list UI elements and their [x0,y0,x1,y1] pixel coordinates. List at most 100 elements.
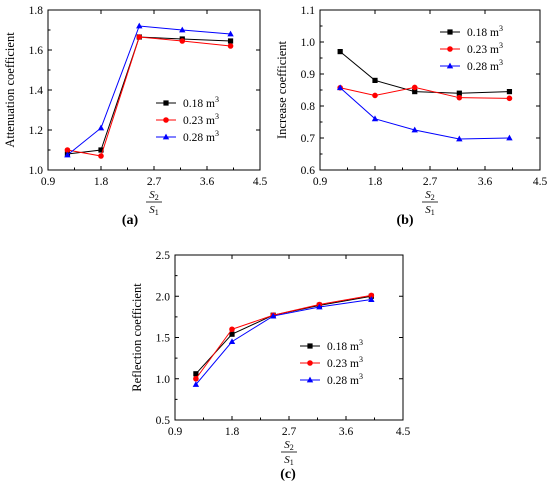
x-tick-label-c-0: 0.9 [168,426,183,438]
data-point-b-1-2 [411,84,418,91]
data-point-a-1-1 [98,153,104,159]
x-tick-label-c-2: 2.7 [282,426,297,438]
legend-label-sup-c-0: 3 [359,338,363,347]
data-point-a-1-4 [227,43,234,49]
y-tick-label-b-2: 0.8 [301,101,316,113]
data-point-b-0-1 [372,77,378,83]
x-axis-label-numerator-c: S2 [284,439,294,452]
legend-label-b-1: 0.23 m3 [467,41,503,56]
x-tick-label-b-4: 4.5 [533,176,548,188]
x-axis-label-denominator-sub-a: 1 [155,208,159,217]
data-point-a-1-2 [136,34,143,40]
x-tick-label-b-2: 2.7 [423,176,438,188]
data-point-a-2-2 [136,22,143,29]
x-tick-label-a-3: 3.6 [200,176,215,188]
x-axis-label-denominator-b: S1 [425,204,435,217]
data-point-b-0-3 [456,90,462,96]
legend-label-sup-c-2: 3 [359,372,363,381]
y-tick-label-b-5: 1.1 [301,5,316,17]
legend-label-b-0: 0.18 m3 [467,24,503,39]
data-point-c-0-1 [229,331,235,337]
legend-marker-a-2 [162,133,170,140]
data-point-b-0-2 [412,89,418,95]
data-point-a-2-4 [227,30,234,37]
x-tick-label-c-4: 4.5 [396,426,411,438]
y-tick-label-a-2: 1.4 [29,85,44,97]
y-tick-label-a-1: 1.2 [29,125,44,137]
y-tick-label-c-2: 1.5 [156,333,171,345]
y-axis-label-a: Attenuation coefficient [3,32,17,148]
x-tick-label-c-1: 1.8 [225,426,240,438]
data-point-c-1-4 [368,292,375,299]
y-axis-label-c: Reflection coefficient [130,283,144,392]
x-axis-label-denominator-sub-b: 1 [431,208,435,217]
chart-b: 0.9 1.8 2.7 3.6 4.5 0.6 0.7 0.8 0.9 1.0 1.1 Increas… [275,5,547,217]
plot-frame-c [174,254,404,421]
y-tick-label-b-3: 0.9 [301,69,316,81]
x-tick-label-b-3: 3.6 [478,176,493,188]
y-axis-label-b: Increase coefficient [275,40,289,138]
x-axis-label-denominator-sub-c: 1 [290,458,294,467]
y-tick-label-a-3: 1.6 [29,45,44,57]
series-line-b-2 [339,87,510,140]
x-axis-label-denominator-c: S1 [284,454,294,467]
y-tick-label-a-4: 1.8 [29,5,44,17]
legend-marker-c-2 [306,376,314,383]
legend-label-b-2: 0.28 m3 [467,58,503,73]
data-point-c-0-0 [193,371,199,377]
data-point-b-1-1 [372,92,378,99]
legend-marker-a-1 [163,117,169,123]
x-axis-label-numerator-a: S2 [149,189,159,202]
x-tick-label-c-3: 3.6 [339,426,354,438]
data-point-b-2-4 [506,134,513,141]
data-point-a-0-1 [98,147,104,153]
data-point-c-2-2 [269,312,277,319]
data-point-c-2-0 [192,381,200,387]
data-point-a-1-3 [179,38,186,44]
data-point-c-1-1 [229,326,235,333]
y-tick-label-b-0: 0.6 [301,165,316,177]
data-point-b-1-3 [456,94,463,101]
data-point-c-2-3 [316,303,323,310]
panel-label-c: (c) [280,467,296,482]
data-point-a-2-0 [64,151,71,158]
legend-marker-c-1 [307,360,313,366]
legend-label-sup-c-1: 3 [359,355,363,364]
x-tick-label-a-0: 0.9 [41,176,56,188]
legend-marker-b-2 [446,62,454,69]
y-tick-label-c-3: 2.0 [156,291,171,303]
y-tick-label-a-0: 1.0 [29,165,44,177]
data-point-c-2-4 [368,296,375,302]
legend-label-c-2: 0.28 m3 [327,372,363,387]
y-tick-label-b-1: 0.7 [301,133,316,145]
data-point-a-0-4 [227,38,234,44]
legend-label-sup-a-1: 3 [215,112,219,121]
chart-a: 0.9 1.8 2.7 3.6 4.5 1.0 1.2 1.4 1.6 1.8 Attenuatio… [3,5,267,217]
data-point-a-2-1 [97,124,105,131]
data-point-a-1-0 [64,147,71,153]
x-axis-label-denominator-a: S1 [149,204,159,217]
x-tick-label-a-1: 1.8 [94,176,109,188]
x-axis-label-numerator-sub-b: 2 [431,193,435,202]
legend-marker-c-0 [307,343,313,349]
legend-label-sup-a-0: 3 [215,95,219,104]
y-tick-label-c-1: 1.0 [156,374,171,386]
x-axis-label-numerator-b: S2 [425,189,435,202]
data-point-b-0-0 [337,49,343,55]
legend-label-c-0: 0.18 m3 [327,338,363,353]
data-point-b-2-3 [456,135,463,142]
data-point-b-0-4 [506,89,513,95]
x-tick-label-a-2: 2.7 [147,176,162,188]
x-tick-label-a-4: 4.5 [253,176,268,188]
y-tick-label-b-4: 1.0 [301,37,316,49]
legend-label-sup-b-1: 3 [499,41,503,50]
x-tick-label-b-1: 1.8 [368,176,383,188]
x-axis-label-numerator-sub-c: 2 [290,443,294,452]
legend-marker-a-0 [163,100,169,106]
legend-marker-b-0 [447,29,453,35]
data-point-a-2-3 [179,26,186,33]
panel-label-b: (b) [396,213,413,228]
y-tick-label-c-4: 2.5 [156,250,171,262]
legend-label-c-1: 0.23 m3 [327,355,363,370]
y-tick-label-c-0: 0.5 [156,415,171,427]
